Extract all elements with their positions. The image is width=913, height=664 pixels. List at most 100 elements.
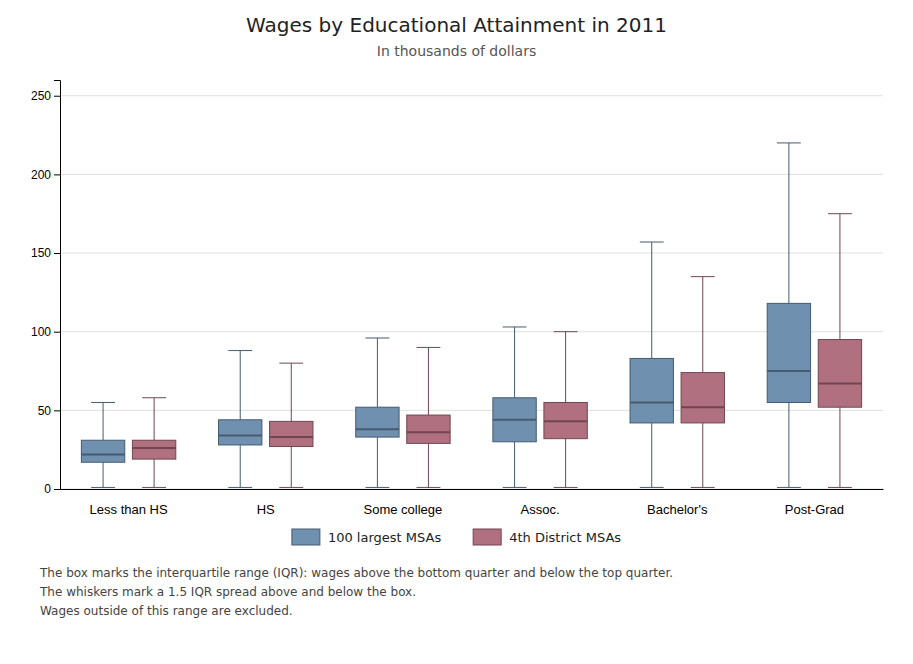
grid (60, 96, 883, 489)
series (81, 143, 810, 488)
chart: Wages by Educational Attainment in 2011 I… (0, 0, 913, 664)
box-plot (767, 143, 810, 488)
lower-whisker (428, 443, 429, 487)
lower-whisker (291, 447, 292, 488)
grid-line (60, 174, 883, 175)
footnote: The whiskers mark a 1.5 IQR spread above… (39, 585, 416, 599)
lower-whisker (702, 423, 703, 487)
median (132, 447, 175, 449)
lower-cap (91, 487, 115, 488)
median (630, 401, 673, 403)
upper-cap (640, 242, 664, 243)
box (270, 421, 313, 446)
box-plot (544, 332, 587, 488)
box-plot (818, 214, 861, 488)
subtitle: In thousands of dollars (377, 43, 536, 59)
axis-line (54, 81, 61, 490)
upper-whisker (565, 332, 566, 403)
legend-swatch (292, 529, 320, 545)
upper-cap (417, 347, 441, 348)
lower-cap (142, 487, 166, 488)
box (219, 420, 262, 445)
box (630, 358, 673, 422)
box (818, 340, 861, 408)
axis-line (61, 489, 884, 490)
median (681, 406, 724, 408)
lower-whisker (565, 439, 566, 488)
upper-whisker (291, 363, 292, 421)
legend: 100 largest MSAs 4th District MSAs (292, 529, 621, 545)
box (81, 440, 124, 462)
upper-whisker (702, 277, 703, 373)
title: Wages by Educational Attainment in 2011 (246, 13, 667, 37)
tick-label: 100 (31, 325, 51, 339)
box-plot (681, 277, 724, 488)
tick-mark (54, 253, 60, 254)
upper-whisker (240, 351, 241, 420)
box-plot (219, 351, 262, 488)
box (356, 407, 399, 437)
upper-whisker (154, 398, 155, 440)
lower-cap (279, 487, 303, 488)
box-plot (81, 402, 124, 487)
lower-cap (417, 487, 441, 488)
median (767, 370, 810, 372)
legend-item: 4th District MSAs (473, 529, 621, 545)
median (356, 428, 399, 430)
tick: 150 (31, 246, 60, 260)
tick-label: Bachelor's (647, 502, 708, 517)
upper-whisker (788, 143, 789, 303)
tick-mark (54, 332, 60, 333)
legend-label: 100 largest MSAs (328, 530, 441, 545)
tick-label: 50 (38, 404, 52, 418)
median (81, 453, 124, 455)
tick: Assoc. (521, 502, 560, 517)
box-plot (630, 242, 673, 487)
lower-whisker (651, 423, 652, 487)
tick-mark (54, 410, 60, 411)
lower-cap (228, 487, 252, 488)
box (767, 303, 810, 402)
upper-cap (91, 402, 115, 403)
box-plot (132, 398, 175, 488)
marks (81, 143, 861, 488)
footnote: Wages outside of this range are excluded… (40, 604, 293, 618)
lower-cap (365, 487, 389, 488)
upper-whisker (377, 338, 378, 407)
x-axis: Less than HS HS Some college Assoc. Bachelor… (61, 490, 884, 517)
lower-whisker (154, 459, 155, 487)
tick-mark (54, 174, 60, 175)
box-plot (407, 347, 450, 487)
upper-cap (228, 350, 252, 351)
median (270, 436, 313, 438)
y-axis: 050100150200250 (31, 81, 61, 497)
tick-label: 0 (44, 482, 51, 496)
tick-mark (54, 96, 60, 97)
upper-whisker (103, 402, 104, 440)
tick-label: HS (257, 502, 275, 517)
tick: 100 (31, 325, 60, 339)
box (493, 398, 536, 442)
tick: Some college (364, 502, 443, 517)
tick-label: 200 (31, 168, 51, 182)
tick-label: Some college (364, 502, 443, 517)
lower-cap (777, 487, 801, 488)
box (544, 402, 587, 438)
median (493, 419, 536, 421)
lower-whisker (514, 442, 515, 488)
lower-whisker (240, 445, 241, 487)
box (407, 415, 450, 443)
tick-label: 150 (31, 246, 51, 260)
upper-cap (554, 331, 578, 332)
box (681, 373, 724, 423)
legend-label: 4th District MSAs (509, 530, 621, 545)
box-plot (493, 327, 536, 487)
tick: Less than HS (90, 502, 168, 517)
tick: HS (257, 502, 275, 517)
lower-whisker (377, 437, 378, 487)
upper-whisker (514, 327, 515, 398)
median (219, 435, 262, 437)
median (544, 420, 587, 422)
median (407, 431, 450, 433)
box (132, 440, 175, 459)
